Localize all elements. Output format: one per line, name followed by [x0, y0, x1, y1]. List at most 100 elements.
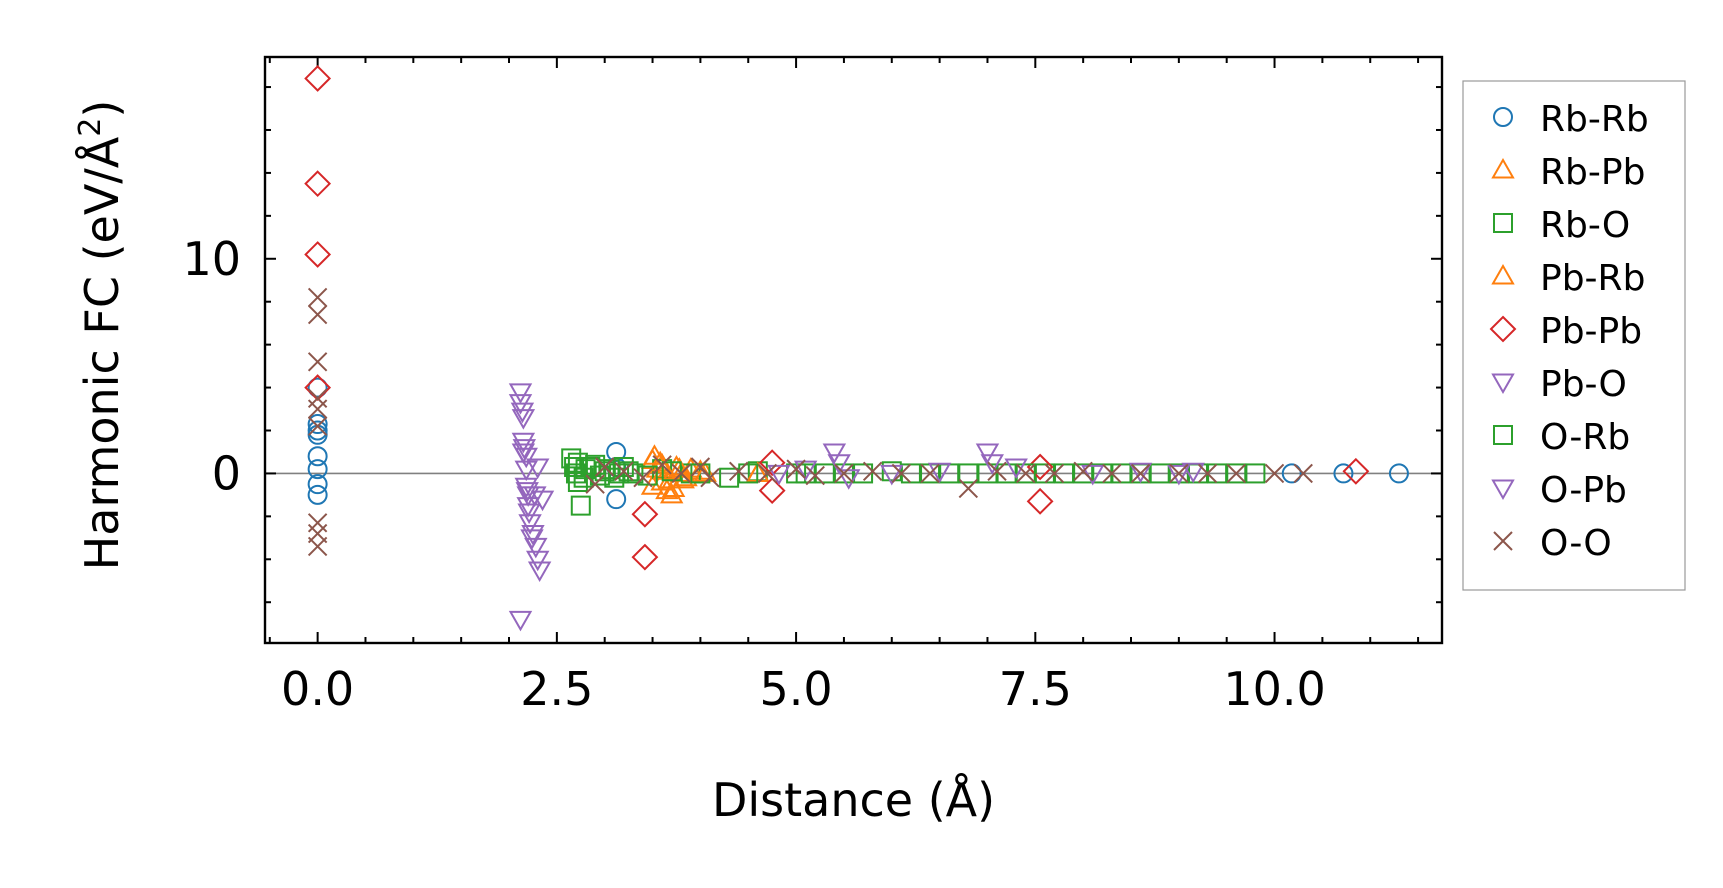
point-o-pb: [1167, 464, 1191, 486]
point-pb-o: [511, 409, 536, 430]
point-o-pb: [515, 482, 539, 503]
point-pb-o: [514, 447, 538, 469]
point-o-pb: [1181, 462, 1205, 484]
point-o-o: [307, 352, 328, 372]
point-rb-o: [567, 472, 588, 493]
point-o-o: [1169, 463, 1189, 484]
point-rb-o: [570, 495, 591, 516]
point-o-o: [671, 463, 691, 484]
point-rb-o: [719, 467, 740, 488]
point-pb-pb: [1026, 487, 1054, 515]
y-axis-label: Harmonic FC (eV/Å2): [73, 100, 129, 571]
point-o-pb: [520, 529, 544, 550]
point-pb-o: [521, 525, 545, 546]
point-pb-o: [514, 460, 538, 482]
point-pb-pb: [304, 170, 332, 198]
point-o-o: [958, 478, 979, 499]
point-o-o: [891, 463, 912, 484]
point-rb-o: [814, 463, 835, 484]
y-tick-label: 10: [182, 232, 241, 286]
point-o-o: [700, 468, 720, 488]
point-rb-rb: [606, 489, 627, 510]
point-o-pb: [927, 462, 952, 484]
point-pb-o: [508, 610, 533, 632]
point-rb-pb: [659, 482, 684, 504]
legend-label-pb-pb: Pb-Pb: [1540, 311, 1642, 352]
x-tick-label: 2.5: [520, 662, 593, 716]
point-rb-rb: [307, 414, 328, 435]
point-o-o: [652, 455, 672, 475]
point-o-pb: [517, 503, 541, 525]
point-rb-rb: [1333, 463, 1354, 484]
point-rb-rb: [307, 474, 328, 495]
legend-label-o-pb: O-Pb: [1540, 470, 1627, 511]
legend-label-pb-rb: Pb-Rb: [1540, 258, 1645, 299]
point-rb-o: [853, 463, 874, 484]
point-pb-o: [518, 514, 542, 535]
point-o-rb: [567, 452, 588, 473]
point-o-o: [307, 304, 328, 325]
point-o-o: [1044, 463, 1065, 484]
legend: Rb-Rb Rb-Pb Rb-O Pb-Rb Pb-Pb Pb-O O-Rb O-Pb O-O: [1462, 80, 1686, 591]
series-o-o: [307, 287, 1313, 557]
point-pb-rb: [671, 467, 695, 489]
point-rb-pb: [655, 478, 679, 500]
point-pb-o: [511, 432, 536, 454]
legend-marker-o-rb: [1493, 425, 1513, 445]
y-axis-label-sup: 2: [73, 118, 108, 137]
point-o-rb: [1245, 463, 1266, 484]
series-rb-rb: [307, 377, 1409, 510]
point-rb-o: [881, 461, 902, 482]
point-o-o: [307, 416, 328, 436]
point-rb-o: [996, 463, 1017, 484]
legend-label-rb-rb: Rb-Rb: [1540, 99, 1649, 140]
x-tick-label: 10.0: [1223, 662, 1325, 716]
x-axis-label: Distance (Å): [712, 773, 995, 827]
point-o-pb: [975, 443, 1000, 464]
point-pb-o: [508, 383, 533, 404]
y-tick-label: 0: [212, 446, 241, 500]
legend-label-o-o: O-O: [1540, 523, 1612, 564]
point-rb-o: [1073, 463, 1094, 484]
point-o-o: [834, 463, 854, 484]
point-rb-rb: [307, 377, 328, 398]
point-o-o: [594, 457, 615, 477]
point-rb-o: [1149, 463, 1170, 484]
point-pb-o: [527, 561, 552, 583]
point-o-o: [1293, 463, 1313, 484]
x-tick-label: 5.0: [760, 662, 833, 716]
point-o-o: [1197, 463, 1218, 484]
point-o-o: [728, 461, 749, 481]
point-o-o: [614, 461, 634, 481]
point-o-o: [987, 461, 1007, 481]
point-rb-o: [623, 463, 644, 484]
legend-marker-pb-pb: [1489, 315, 1517, 343]
point-o-o: [307, 536, 328, 557]
point-rb-rb: [1388, 463, 1409, 484]
point-o-rb: [1015, 463, 1036, 484]
point-o-pb: [1128, 462, 1153, 484]
point-o-pb: [836, 469, 861, 490]
point-o-rb: [690, 463, 711, 484]
point-o-o: [862, 461, 883, 481]
point-o-o: [920, 463, 940, 484]
point-o-o: [805, 465, 825, 486]
point-o-pb: [523, 486, 547, 507]
point-o-o: [1226, 463, 1246, 484]
point-o-o: [1102, 463, 1122, 484]
y-axis-label-close: ): [75, 100, 129, 118]
series-pb-pb: [304, 65, 1370, 571]
legend-label-rb-o: Rb-O: [1540, 205, 1630, 246]
point-o-pb: [822, 443, 847, 464]
point-o-pb: [767, 464, 791, 486]
point-o-rb: [738, 463, 759, 484]
point-pb-pb: [758, 449, 786, 477]
point-rb-rb: [1281, 463, 1302, 484]
legend-label-rb-pb: Rb-Pb: [1540, 152, 1645, 193]
legend-marker-o-o: [1493, 531, 1513, 551]
point-pb-pb: [631, 500, 659, 528]
point-o-pb: [980, 454, 1004, 475]
series-o-pb: [510, 402, 1205, 550]
